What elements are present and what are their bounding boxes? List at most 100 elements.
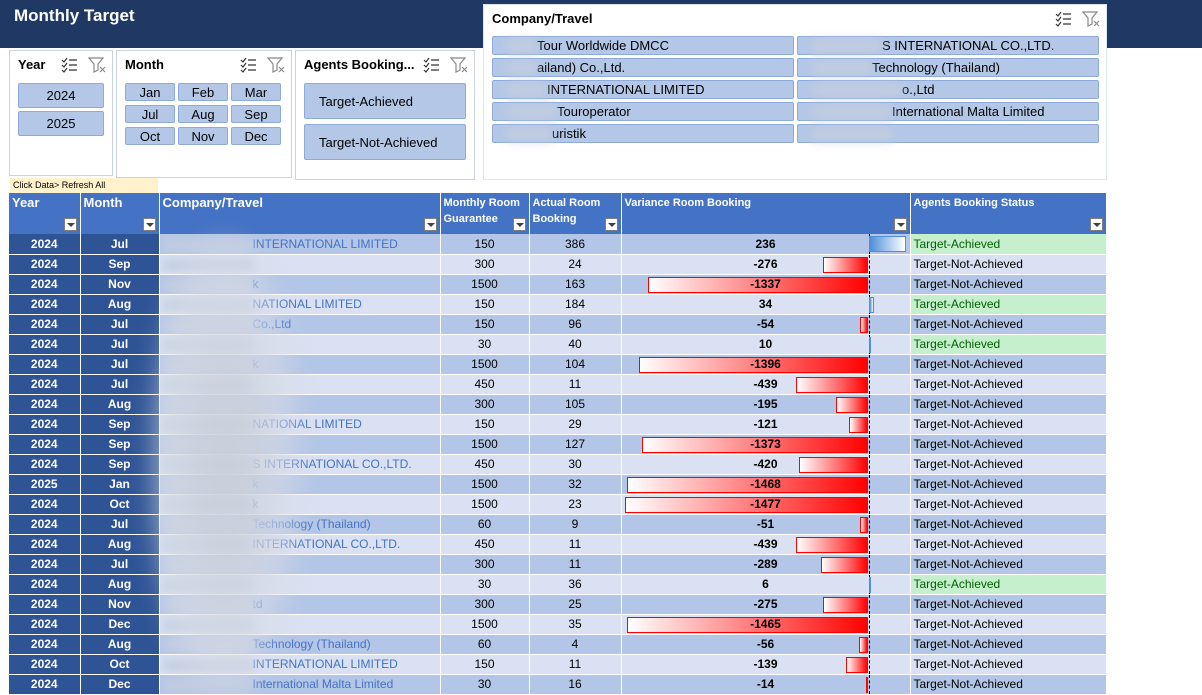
cell-status[interactable]: Target-Not-Achieved — [910, 474, 1107, 495]
filter-dropdown-icon[interactable] — [512, 218, 526, 231]
slicer-month-nov[interactable]: Nov — [178, 127, 228, 145]
cell-year[interactable]: 2024 — [9, 594, 81, 615]
cell-status[interactable]: Target-Not-Achieved — [910, 614, 1107, 635]
cell-month[interactable]: Sep — [80, 254, 160, 275]
cell-year[interactable]: 2024 — [9, 454, 81, 475]
cell-year[interactable]: 2024 — [9, 514, 81, 535]
cell-guarantee[interactable]: 1500 — [440, 614, 530, 635]
cell-month[interactable]: Nov — [80, 594, 160, 615]
filter-dropdown-icon[interactable] — [893, 218, 907, 231]
slicer-month-oct[interactable]: Oct — [125, 127, 175, 145]
cell-month[interactable]: Aug — [80, 574, 160, 595]
cell-guarantee[interactable]: 300 — [440, 554, 530, 575]
cell-status[interactable]: Target-Not-Achieved — [910, 654, 1107, 675]
filter-dropdown-icon[interactable] — [423, 218, 437, 231]
cell-actual[interactable]: 386 — [529, 234, 622, 255]
slicer-month-feb[interactable]: Feb — [178, 83, 228, 101]
cell-status[interactable]: Target-Not-Achieved — [910, 434, 1107, 455]
slicer-company-item[interactable]: INTERNATIONAL LIMITED — [492, 80, 794, 99]
cell-month[interactable]: Sep — [80, 454, 160, 475]
slicer-company-item[interactable]: uristik — [492, 124, 794, 143]
cell-year[interactable]: 2024 — [9, 614, 81, 635]
cell-year[interactable]: 2024 — [9, 294, 81, 315]
cell-month[interactable]: Aug — [80, 294, 160, 315]
cell-year[interactable]: 2024 — [9, 434, 81, 455]
cell-guarantee[interactable]: 150 — [440, 414, 530, 435]
cell-year[interactable]: 2024 — [9, 414, 81, 435]
cell-month[interactable]: Dec — [80, 674, 160, 695]
cell-status[interactable]: Target-Not-Achieved — [910, 314, 1107, 335]
cell-guarantee[interactable]: 1500 — [440, 354, 530, 375]
cell-guarantee[interactable]: 1500 — [440, 474, 530, 495]
cell-year[interactable]: 2024 — [9, 674, 81, 695]
cell-status[interactable]: Target-Achieved — [910, 334, 1107, 355]
cell-actual[interactable]: 11 — [529, 554, 622, 575]
cell-month[interactable]: Oct — [80, 494, 160, 515]
cell-month[interactable]: Jul — [80, 514, 160, 535]
slicer-month-jan[interactable]: Jan — [125, 83, 175, 101]
cell-actual[interactable]: 4 — [529, 634, 622, 655]
cell-month[interactable]: Dec — [80, 614, 160, 635]
cell-year[interactable]: 2024 — [9, 554, 81, 575]
cell-month[interactable]: Jul — [80, 234, 160, 255]
cell-guarantee[interactable]: 150 — [440, 654, 530, 675]
clear-filter-icon[interactable] — [1082, 10, 1100, 28]
slicer-company-item[interactable]: International Malta Limited — [797, 102, 1099, 121]
slicer-month-dec[interactable]: Dec — [231, 127, 281, 145]
cell-month[interactable]: Sep — [80, 414, 160, 435]
cell-variance[interactable]: -56 — [621, 634, 911, 655]
cell-month[interactable]: Jul — [80, 314, 160, 335]
cell-actual[interactable]: 11 — [529, 654, 622, 675]
cell-status[interactable]: Target-Achieved — [910, 574, 1107, 595]
cell-status[interactable]: Target-Not-Achieved — [910, 594, 1107, 615]
cell-variance[interactable]: -439 — [621, 374, 911, 395]
cell-variance[interactable]: -1465 — [621, 614, 911, 635]
cell-year[interactable]: 2024 — [9, 494, 81, 515]
cell-actual[interactable]: 105 — [529, 394, 622, 415]
cell-status[interactable]: Target-Not-Achieved — [910, 514, 1107, 535]
cell-year[interactable]: 2024 — [9, 314, 81, 335]
cell-guarantee[interactable]: 1500 — [440, 494, 530, 515]
clear-filter-icon[interactable] — [450, 56, 468, 74]
cell-status[interactable]: Target-Not-Achieved — [910, 554, 1107, 575]
filter-dropdown-icon[interactable] — [142, 218, 156, 231]
cell-status[interactable]: Target-Not-Achieved — [910, 454, 1107, 475]
cell-status[interactable]: Target-Achieved — [910, 234, 1107, 255]
cell-year[interactable]: 2024 — [9, 254, 81, 275]
cell-variance[interactable]: -289 — [621, 554, 911, 575]
cell-variance[interactable]: -1337 — [621, 274, 911, 295]
cell-variance[interactable]: -195 — [621, 394, 911, 415]
cell-variance[interactable]: -54 — [621, 314, 911, 335]
cell-status[interactable]: Target-Not-Achieved — [910, 534, 1107, 555]
cell-actual[interactable]: 16 — [529, 674, 622, 695]
cell-guarantee[interactable]: 1500 — [440, 434, 530, 455]
cell-month[interactable]: Oct — [80, 654, 160, 675]
cell-variance[interactable]: 6 — [621, 574, 911, 595]
cell-status[interactable]: Target-Not-Achieved — [910, 254, 1107, 275]
filter-dropdown-icon[interactable] — [604, 218, 618, 231]
cell-actual[interactable]: 184 — [529, 294, 622, 315]
cell-status[interactable]: Target-Not-Achieved — [910, 674, 1107, 695]
cell-variance[interactable]: -275 — [621, 594, 911, 615]
cell-actual[interactable]: 29 — [529, 414, 622, 435]
cell-month[interactable]: Aug — [80, 394, 160, 415]
cell-actual[interactable]: 9 — [529, 514, 622, 535]
cell-year[interactable]: 2024 — [9, 334, 81, 355]
cell-actual[interactable]: 11 — [529, 374, 622, 395]
cell-year[interactable]: 2024 — [9, 234, 81, 255]
cell-actual[interactable]: 104 — [529, 354, 622, 375]
cell-actual[interactable]: 96 — [529, 314, 622, 335]
cell-actual[interactable]: 24 — [529, 254, 622, 275]
cell-variance[interactable]: -1396 — [621, 354, 911, 375]
cell-guarantee[interactable]: 300 — [440, 594, 530, 615]
slicer-company-item[interactable]: Tour Worldwide DMCC — [492, 36, 794, 55]
cell-guarantee[interactable]: 30 — [440, 334, 530, 355]
cell-variance[interactable]: 34 — [621, 294, 911, 315]
cell-guarantee[interactable]: 450 — [440, 374, 530, 395]
cell-month[interactable]: Nov — [80, 274, 160, 295]
cell-month[interactable]: Jan — [80, 474, 160, 495]
cell-guarantee[interactable]: 450 — [440, 534, 530, 555]
cell-year[interactable]: 2024 — [9, 654, 81, 675]
cell-year[interactable]: 2024 — [9, 394, 81, 415]
cell-variance[interactable]: -420 — [621, 454, 911, 475]
